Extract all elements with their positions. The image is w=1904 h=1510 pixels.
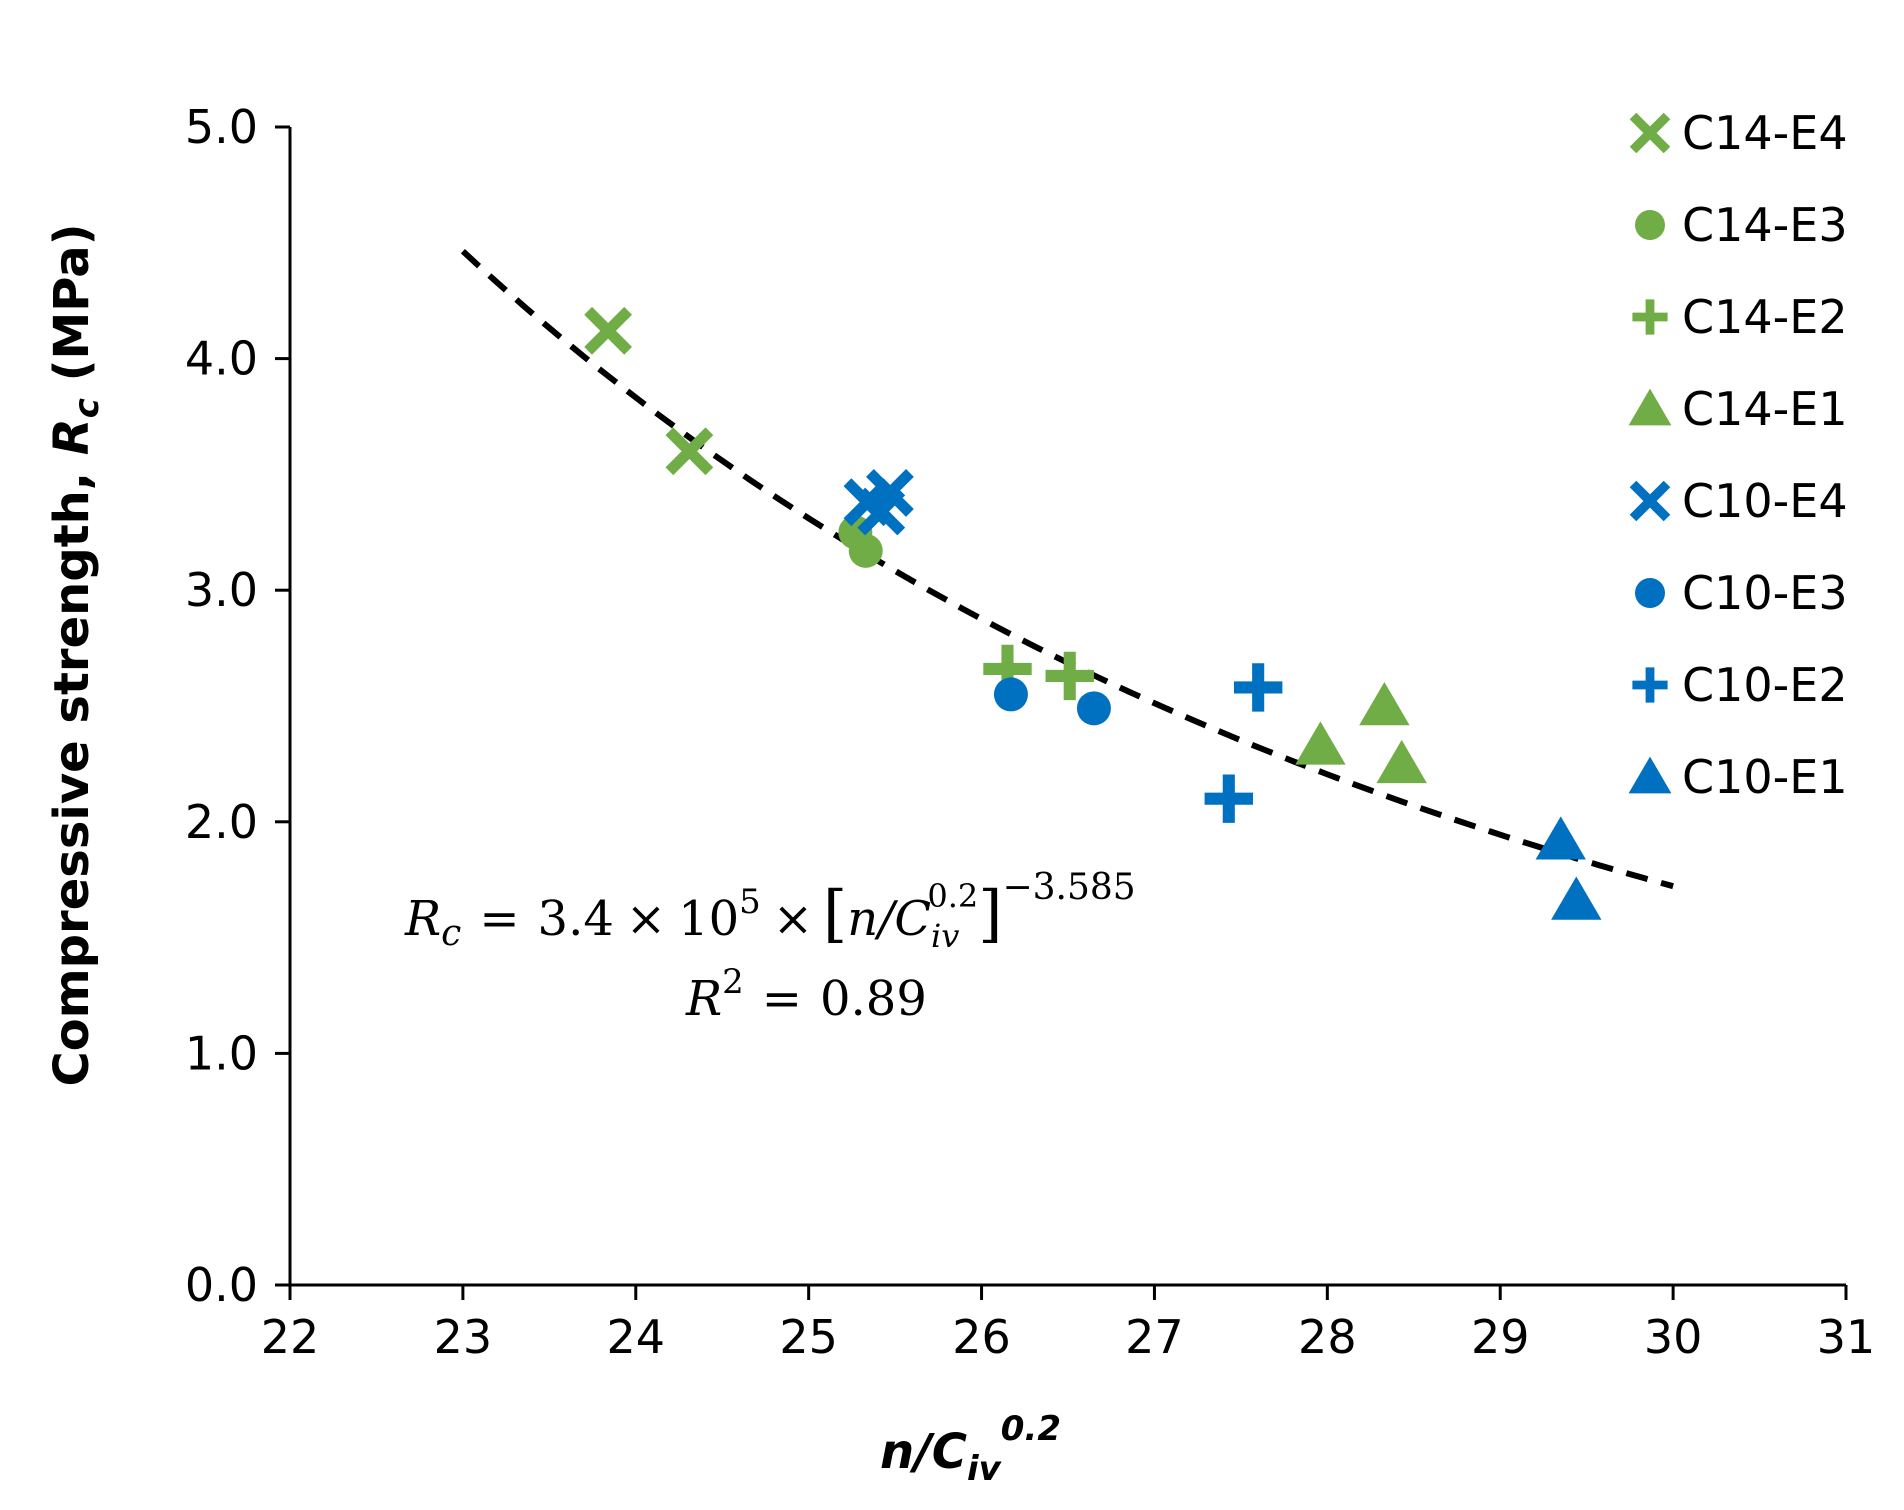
c14-e2-point: [1045, 651, 1094, 701]
y-tick-label: 5.0: [185, 100, 258, 154]
trendline-equation: Rc = 3.4 × 105 × [n/Civ0.2]−3.585: [404, 867, 1136, 955]
y-tick-label: 2.0: [185, 795, 258, 849]
legend-label: C14-E1: [1682, 382, 1848, 436]
c10-e3-point: [1076, 691, 1111, 726]
legend-marker: [1632, 667, 1668, 703]
c14-e1-point: [1295, 721, 1346, 765]
legend-item-c10-e1: C10-E1: [1628, 750, 1848, 804]
legend-item-c14-e3: C14-E3: [1635, 198, 1848, 252]
x-tick-label: 25: [779, 1310, 838, 1364]
y-tick-label: 1.0: [185, 1026, 258, 1080]
legend-marker: [1635, 578, 1665, 608]
c14-e1-point: [1376, 739, 1427, 784]
c14-e3-point: [848, 533, 883, 568]
legend-label: C10-E4: [1682, 474, 1848, 528]
x-ticks: 22 23 24 25 26 27 28 29 30 31: [261, 1285, 1876, 1364]
c14-e4-point: [584, 306, 633, 355]
legend-item-c14-e4: C14-E4: [1629, 106, 1848, 160]
y-tick-label: 4.0: [185, 332, 258, 386]
legend-item-c10-e2: C10-E2: [1632, 658, 1848, 712]
y-ticks: 0.0 1.0 2.0 3.0 4.0 5.0: [185, 100, 290, 1312]
c14-e1-point: [1359, 682, 1410, 726]
legend-item-c10-e3: C10-E3: [1635, 566, 1848, 620]
legend-label: C10-E1: [1682, 750, 1848, 804]
legend-marker: [1628, 388, 1672, 426]
c10-e2-point: [1204, 774, 1253, 823]
c10-e2-point: [1233, 663, 1283, 712]
legend-marker: [1635, 210, 1665, 240]
c10-e3-point: [993, 677, 1028, 712]
x-tick-label: 23: [434, 1310, 493, 1364]
x-tick-label: 26: [952, 1310, 1011, 1364]
x-tick-label: 29: [1471, 1310, 1530, 1364]
data-points: [584, 306, 1602, 920]
c10-e1-point: [1551, 876, 1602, 920]
r-squared: R2 = 0.89: [685, 962, 927, 1027]
x-tick-label: 28: [1298, 1310, 1357, 1364]
legend-item-c14-e2: C14-E2: [1632, 290, 1848, 344]
x-axis-title: n/Civ0.2: [880, 1409, 1061, 1489]
x-tick-label: 27: [1125, 1310, 1184, 1364]
c10-e1-point: [1535, 816, 1586, 860]
power-trendline: [460, 249, 1674, 890]
y-tick-label: 3.0: [185, 563, 258, 617]
legend-marker: [1632, 299, 1668, 335]
x-tick-label: 30: [1644, 1310, 1703, 1364]
legend-item-c14-e1: C14-E1: [1628, 382, 1848, 436]
legend-label: C10-E3: [1682, 566, 1848, 620]
x-tick-label: 31: [1817, 1310, 1876, 1364]
legend-label: C14-E4: [1682, 106, 1848, 160]
legend-label: C10-E2: [1682, 658, 1848, 712]
legend-marker: [1629, 112, 1671, 154]
legend-label: C14-E2: [1682, 290, 1848, 344]
c10-e4-point: [866, 469, 914, 517]
x-tick-label: 22: [261, 1310, 320, 1364]
x-tick-label: 24: [607, 1310, 666, 1364]
legend-marker: [1628, 756, 1672, 794]
y-axis-title: Compressive strength, Rc (MPa): [44, 223, 107, 1086]
legend-item-c10-e4: C10-E4: [1629, 474, 1848, 528]
c14-e4-point: [665, 427, 714, 476]
legend-label: C14-E3: [1682, 198, 1848, 252]
legend: C14-E4 C14-E3 C14-E2 C14-E1 C10-E4 C10-E3 C10-…: [1628, 106, 1848, 804]
legend-marker: [1629, 480, 1671, 522]
y-tick-label: 0.0: [185, 1258, 258, 1312]
